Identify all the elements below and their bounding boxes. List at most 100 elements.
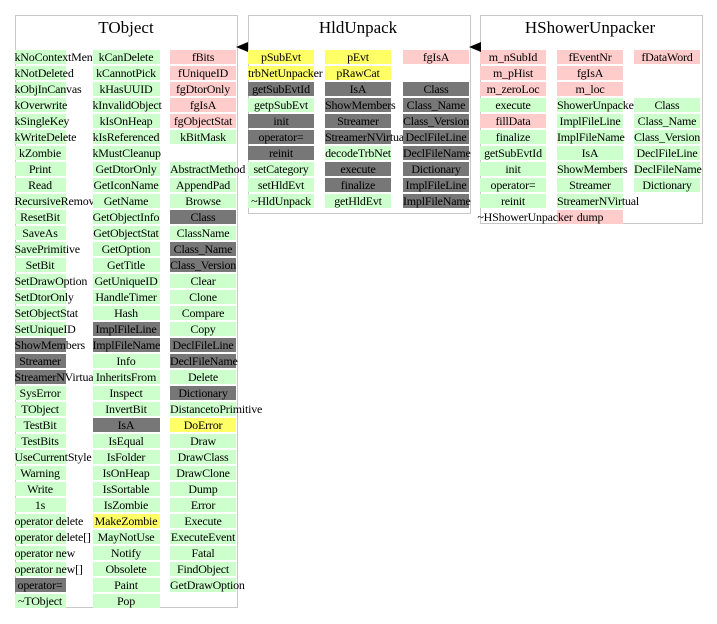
member-class-name: Class_Name bbox=[634, 114, 700, 128]
inheritance-arrow-icon bbox=[236, 42, 248, 52]
member-kwritedelete: kWriteDelete bbox=[14, 130, 77, 144]
member-sethldevt: setHldEvt bbox=[248, 178, 314, 192]
member-koverwrite: kOverwrite bbox=[14, 98, 68, 112]
member-hash: Hash bbox=[92, 306, 160, 320]
member-reinit: reinit bbox=[480, 194, 546, 208]
class-title: HShowerUnpacker bbox=[524, 18, 656, 37]
member-declfileline: DeclFileLine bbox=[403, 130, 469, 144]
member-classname: ClassName bbox=[170, 226, 236, 240]
member-showmembers: ShowMembers bbox=[325, 98, 396, 112]
member-knotdeleted: kNotDeleted bbox=[14, 66, 74, 80]
member-ksinglekey: kSingleKey bbox=[14, 114, 70, 128]
member-dictionary: Dictionary bbox=[403, 162, 469, 176]
member-streamer: Streamer bbox=[325, 114, 391, 128]
member-streamer: Streamer bbox=[14, 354, 66, 368]
member-class-version: Class_Version bbox=[170, 258, 237, 272]
member-isfolder: IsFolder bbox=[92, 450, 160, 464]
member-filldata: fillData bbox=[480, 114, 546, 128]
member-prawcat: pRawCat bbox=[325, 66, 391, 80]
member-hshowerunpacker: ~HShowerUnpacker bbox=[477, 210, 573, 224]
member-dump: Dump bbox=[170, 482, 236, 496]
member-syserror: SysError bbox=[14, 386, 66, 400]
member-feventnr: fEventNr bbox=[557, 50, 623, 64]
member-operator-new: operator new bbox=[14, 546, 76, 560]
member-fgobjectstat: fgObjectStat bbox=[170, 114, 236, 128]
member-compare: Compare bbox=[170, 306, 236, 320]
member-fgdtoronly: fgDtorOnly bbox=[170, 82, 236, 96]
member-setobjectstat: SetObjectStat bbox=[14, 306, 78, 320]
member-getsubevtid: getSubEvtId bbox=[248, 82, 314, 96]
member-showmembers: ShowMembers bbox=[557, 162, 628, 176]
member-operator-delete: operator delete[] bbox=[14, 530, 91, 544]
member-pevt: pEvt bbox=[325, 50, 391, 64]
member-findobject: FindObject bbox=[170, 562, 236, 576]
member-streamernvirtual: StreamerNVirtual bbox=[557, 194, 640, 208]
member-execute: Execute bbox=[170, 514, 236, 528]
member-implfilename: ImplFileName bbox=[557, 130, 625, 144]
member-fgisa: fgIsA bbox=[557, 66, 623, 80]
member-setdrawoption: SetDrawOption bbox=[14, 274, 88, 288]
member-write: Write bbox=[14, 482, 66, 496]
member-class-version: Class_Version bbox=[403, 114, 470, 128]
member-tobject: ~TObject bbox=[14, 594, 66, 608]
member-geticonname: GetIconName bbox=[92, 178, 160, 192]
member-kbitmask: kBitMask bbox=[170, 130, 236, 144]
member-testbits: TestBits bbox=[14, 434, 66, 448]
member-class: Class bbox=[634, 98, 700, 112]
member-operator-new: operator new[] bbox=[14, 562, 83, 576]
member-setuniqueid: SetUniqueID bbox=[14, 322, 76, 336]
member-maynotuse: MayNotUse bbox=[92, 530, 160, 544]
member-delete: Delete bbox=[170, 370, 236, 384]
member-kmustcleanup: kMustCleanup bbox=[92, 146, 161, 160]
member-drawclone: DrawClone bbox=[170, 466, 236, 480]
member-operator-delete: operator delete bbox=[14, 514, 84, 528]
member-getobjectstat: GetObjectStat bbox=[92, 226, 160, 240]
member-getuniqueid: GetUniqueID bbox=[92, 274, 160, 288]
member-iszombie: IsZombie bbox=[92, 498, 160, 512]
member-declfileline: DeclFileLine bbox=[170, 338, 236, 352]
member-abstractmethod: AbstractMethod bbox=[170, 162, 246, 176]
member-execute: execute bbox=[325, 162, 391, 176]
member-draw: Draw bbox=[170, 434, 236, 448]
member-funiqueid: fUniqueID bbox=[170, 66, 236, 80]
member-psubevt: pSubEvt bbox=[248, 50, 314, 64]
member-implfileline: ImplFileLine bbox=[557, 114, 623, 128]
member-paint: Paint bbox=[92, 578, 160, 592]
member-kcannotpick: kCannotPick bbox=[92, 66, 160, 80]
member-trbnetunpacker: trbNetUnpacker bbox=[248, 66, 323, 80]
member-issortable: IsSortable bbox=[92, 482, 160, 496]
member-kobjincanvas: kObjInCanvas bbox=[14, 82, 82, 96]
member-blank bbox=[170, 146, 236, 160]
member-class-name: Class_Name bbox=[170, 242, 236, 256]
member-implfileline: ImplFileLine bbox=[92, 322, 160, 336]
member-1s: 1s bbox=[14, 498, 66, 512]
member-implfilename: ImplFileName bbox=[92, 338, 161, 352]
member-inheritsfrom: InheritsFrom bbox=[92, 370, 160, 384]
member-kisonheap: kIsOnHeap bbox=[92, 114, 160, 128]
member-showmembers: ShowMembers bbox=[14, 338, 85, 352]
member-declfilename: DeclFileName bbox=[403, 146, 471, 160]
member-info: Info bbox=[92, 354, 160, 368]
member-getsubevtid: getSubEvtId bbox=[480, 146, 546, 160]
member-fatal: Fatal bbox=[170, 546, 236, 560]
member-isa: IsA bbox=[557, 146, 623, 160]
member-setcategory: setCategory bbox=[248, 162, 314, 176]
member-blank bbox=[634, 82, 700, 96]
member-saveas: SaveAs bbox=[14, 226, 66, 240]
member-recursiveremove: RecursiveRemove bbox=[14, 194, 100, 208]
member-operator: operator= bbox=[480, 178, 546, 192]
member-getdtoronly: GetDtorOnly bbox=[92, 162, 160, 176]
member-dump: dump bbox=[557, 210, 623, 224]
member-testbit: TestBit bbox=[14, 418, 66, 432]
member-pop: Pop bbox=[92, 594, 160, 608]
member-dictionary: Dictionary bbox=[170, 386, 236, 400]
member-resetbit: ResetBit bbox=[14, 210, 66, 224]
member-getdrawoption: GetDrawOption bbox=[170, 578, 245, 592]
member-saveprimitive: SavePrimitive bbox=[14, 242, 80, 256]
member-implfilename: ImplFileName bbox=[403, 194, 471, 208]
member-execute: execute bbox=[480, 98, 546, 112]
member-m-zeroloc: m_zeroLoc bbox=[480, 82, 546, 96]
member-m-phist: m_pHist bbox=[480, 66, 546, 80]
member-knocontextmenu: kNoContextMenu bbox=[14, 50, 99, 64]
member-kisreferenced: kIsReferenced bbox=[92, 130, 160, 144]
